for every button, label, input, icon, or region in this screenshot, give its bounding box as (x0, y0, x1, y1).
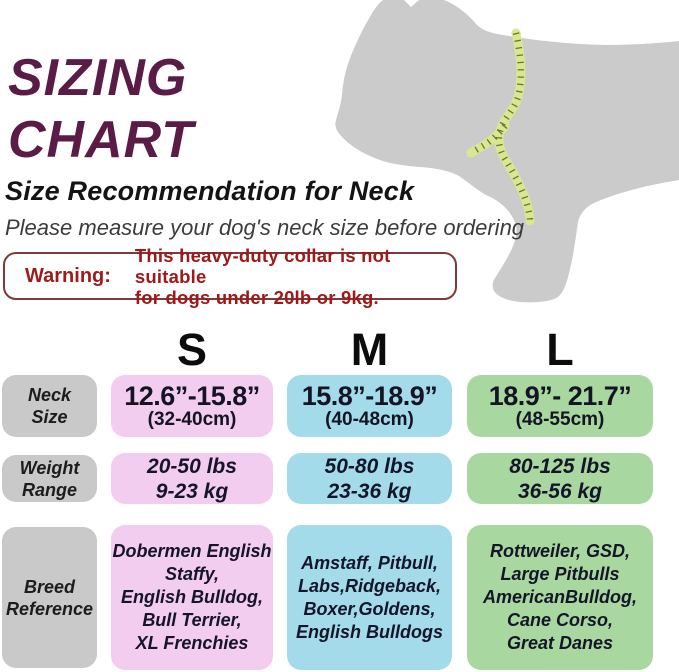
page-title-line2: CHART (8, 111, 195, 169)
weight-range-s: 20-50 lbs 9-23 kg (111, 453, 273, 504)
warning-label: Warning: (25, 264, 111, 287)
column-header-l: L (546, 324, 574, 375)
neck-size-l-cm: (48-55cm) (515, 408, 605, 430)
page-subtitle: Size Recommendation for Neck (5, 176, 415, 206)
breed-reference-s: Dobermen English Staffy, English Bulldog… (111, 525, 273, 670)
row-label-breed-reference: Breed Reference (2, 527, 97, 668)
warning-text: This heavy-duty collar is not suitable f… (134, 244, 391, 308)
neck-size-s: 12.6”-15.8” (32-40cm) (111, 375, 273, 437)
neck-size-m-inches: 15.8”-18.9” (301, 380, 438, 411)
row-label-weight-range: Weight Range (2, 455, 97, 502)
dog-body-shape (335, 0, 679, 303)
neck-size-s-inches: 12.6”-15.8” (124, 380, 260, 411)
neck-size-m-cm: (40-48cm) (325, 408, 414, 430)
breed-reference-l: Rottweiler, GSD, Large Pitbulls American… (467, 525, 653, 670)
neck-size-l-inches: 18.9”- 21.7” (488, 380, 632, 411)
column-header-m: M (350, 324, 389, 375)
neck-size-l: 18.9”- 21.7” (48-55cm) (467, 375, 653, 437)
page-title-line1: SIZING (8, 49, 188, 107)
row-label-neck-size: Neck Size (2, 375, 97, 437)
dog-silhouette-icon (335, 0, 679, 303)
neck-size-s-cm: (32-40cm) (147, 408, 237, 430)
neck-size-m: 15.8”-18.9” (40-48cm) (287, 375, 452, 437)
breed-reference-m: Amstaff, Pitbull, Labs,Ridgeback, Boxer,… (287, 525, 452, 670)
warning-box: Warning: This heavy-duty collar is not s… (3, 245, 457, 308)
measure-note: Please measure your dog's neck size befo… (5, 215, 525, 240)
weight-range-m: 50-80 lbs 23-36 kg (287, 453, 452, 504)
column-header-s: S (176, 324, 207, 375)
measuring-tape-icon (466, 28, 535, 226)
weight-range-l: 80-125 lbs 36-56 kg (467, 453, 653, 504)
